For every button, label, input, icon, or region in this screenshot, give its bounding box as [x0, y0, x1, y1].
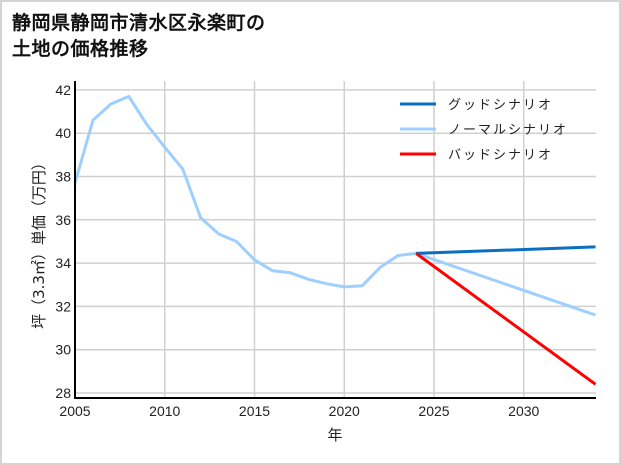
x-tick-label: 2005: [59, 403, 90, 419]
y-tick-label: 36: [55, 212, 71, 228]
data-series: [73, 94, 597, 386]
series-line: [415, 252, 597, 386]
series-line: [416, 245, 596, 255]
chart-title-line-2: 土地の価格推移: [12, 38, 149, 60]
tick-labels: 28 30 32 34 36 38 40 42 2005 2010 2015 2020 2025 2030: [55, 82, 539, 419]
x-tick-label: 2010: [149, 403, 180, 419]
axes: [74, 81, 596, 399]
series-line: [73, 94, 596, 317]
y-tick-label: 30: [55, 342, 71, 358]
y-tick-label: 42: [55, 82, 71, 98]
x-tick-label: 2015: [239, 403, 270, 419]
y-axis-label: 坪（3.3㎡）単価（万円）: [30, 155, 48, 329]
x-tick-label: 2020: [329, 403, 360, 419]
y-tick-label: 40: [55, 125, 71, 141]
x-axis-label: 年: [327, 426, 342, 444]
x-tick-label: 2025: [418, 403, 449, 419]
legend-label: バッドシナリオ: [448, 148, 553, 163]
x-tick-label: 2030: [508, 403, 539, 419]
legend-label: グッドシナリオ: [448, 98, 553, 113]
chart-title: 静岡県静岡市清水区永楽町の 土地の価格推移: [12, 10, 266, 62]
y-tick-label: 38: [55, 169, 71, 185]
y-tick-label: 28: [55, 385, 71, 401]
y-tick-label: 32: [55, 298, 71, 314]
chart-title-line-1: 静岡県静岡市清水区永楽町の: [12, 12, 266, 34]
legend-label: ノーマルシナリオ: [448, 123, 568, 138]
y-tick-label: 34: [55, 255, 71, 271]
